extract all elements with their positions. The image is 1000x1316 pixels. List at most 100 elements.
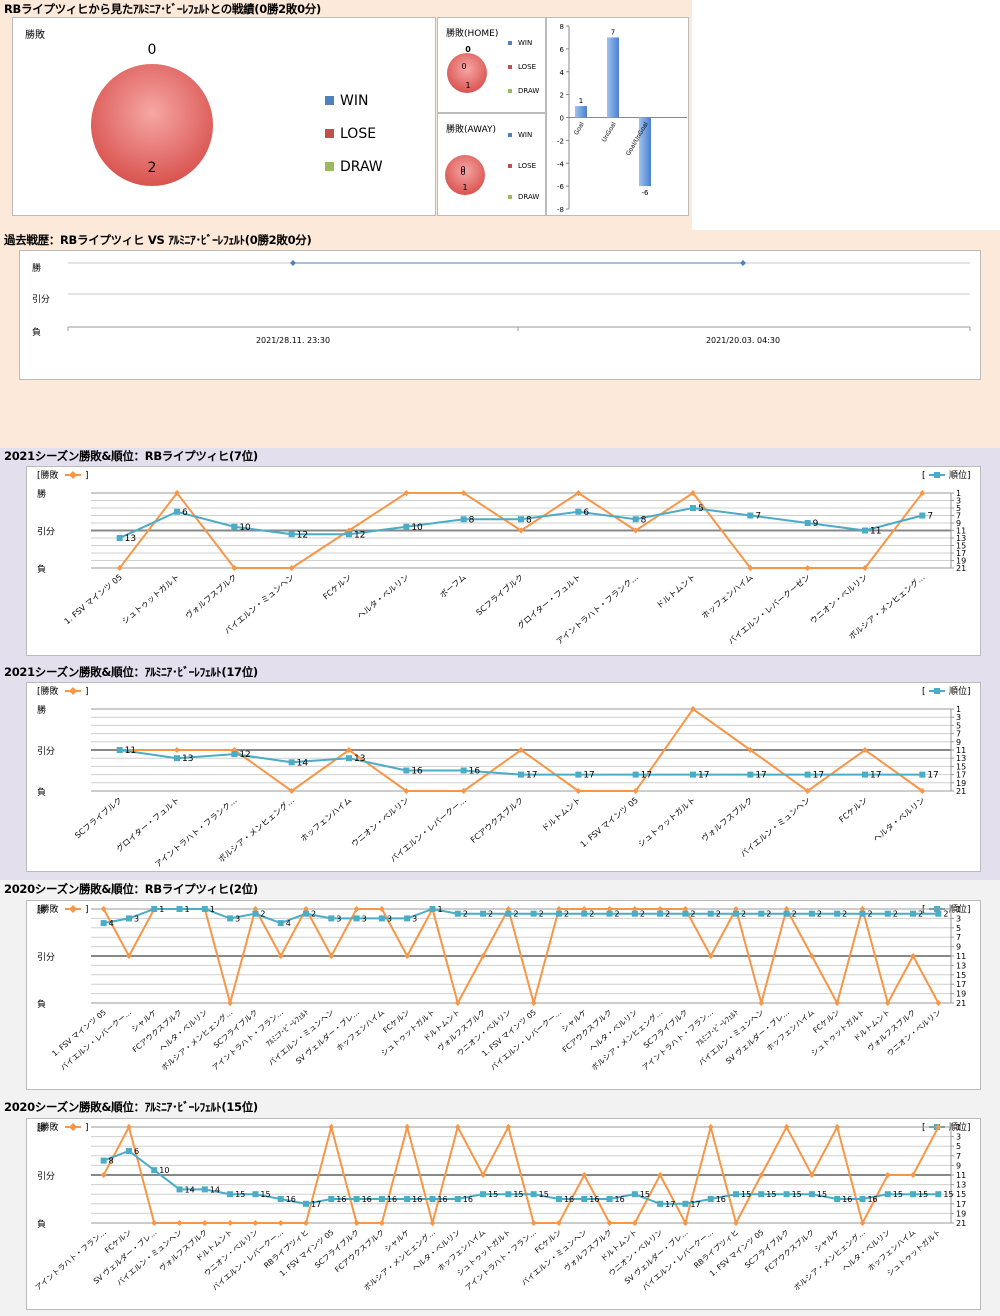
rank-point (460, 516, 467, 523)
rank-point (346, 531, 352, 538)
bar-data-label: 1 (579, 97, 583, 105)
result-point (125, 1124, 132, 1130)
rank-point (176, 1186, 183, 1193)
rank-data-label: 16 (387, 1195, 397, 1204)
x-tick-label: ホッフェンハイム (299, 796, 354, 844)
rank-data-label: 15 (539, 1190, 549, 1199)
rank-point (403, 523, 410, 530)
x-tick-label: ウニオン・ベルリン (350, 796, 411, 849)
result-point (227, 1220, 234, 1226)
result-point (403, 490, 410, 496)
rank-data-label: 17 (698, 771, 709, 781)
y2-tick-label: 21 (956, 564, 966, 573)
rank-point (747, 512, 754, 519)
result-point (804, 788, 811, 794)
rank-point (454, 910, 461, 917)
rank-point (783, 910, 790, 917)
y2-tick-label: 17 (956, 771, 966, 780)
rank-point (884, 910, 891, 917)
result-point (834, 1000, 841, 1006)
result-point (783, 1124, 790, 1130)
rank-point (328, 1196, 335, 1202)
result-point (404, 1124, 411, 1130)
result-point (935, 1124, 942, 1130)
y2-tick-label: 9 (956, 1161, 961, 1170)
rank-data-label: 13 (182, 754, 193, 764)
rank-data-label: 17 (870, 771, 881, 781)
x-tick-label: UnGoal (601, 121, 618, 144)
rank-data-label: 2 (943, 910, 948, 919)
y2-tick-label: 19 (956, 779, 966, 788)
rank-data-label: 8 (526, 515, 532, 525)
section-overall-record: RBライプツィヒから見たｱﾙﾐﾆｱ･ﾋﾞｰﾚﾌｪﾙﾄとの戦績(0勝2敗0分) 勝… (0, 0, 692, 230)
result-point (518, 527, 524, 534)
rank-data-label: 15 (741, 1190, 751, 1199)
rank-point (804, 520, 811, 526)
rank-data-label: 15 (918, 1190, 928, 1199)
result-point (303, 906, 309, 912)
y-tick-label: 引分 (32, 294, 50, 305)
rank-data-label: 17 (690, 1200, 700, 1209)
main-pie-chart: 0 2 WIN LOSE DRAW (91, 42, 383, 186)
legend-left-marker (69, 471, 77, 479)
y2-tick-label: 5 (956, 504, 961, 513)
rank-point (378, 915, 385, 922)
y-tick-label: 8 (560, 23, 564, 31)
rank-point (100, 920, 107, 927)
rank-point (707, 1196, 714, 1202)
y2-tick-label: 21 (956, 787, 966, 796)
legend-label-draw: DRAW (340, 159, 383, 175)
result-point (884, 1000, 891, 1006)
rank-point (657, 1200, 664, 1207)
result-point (606, 1220, 613, 1226)
legend-left-marker (69, 905, 77, 913)
result-point (346, 747, 352, 753)
rank-point (231, 523, 238, 530)
rank-point (834, 1196, 841, 1202)
legend-left-open: [勝敗 (37, 469, 59, 481)
result-point (378, 906, 385, 912)
rank-point (252, 910, 259, 917)
rank-data-label: 2 (792, 910, 797, 919)
rank-point (910, 1191, 917, 1198)
y2-tick-label: 11 (956, 1171, 966, 1180)
rank-data-label: 15 (893, 1190, 903, 1199)
rank-data-label: 15 (766, 1190, 776, 1199)
legend-right-label: 順位] (949, 685, 971, 697)
rank-point (834, 910, 841, 917)
section-overall-title: RBライプツィヒから見たｱﾙﾐﾆｱ･ﾋﾞｰﾚﾌｪﾙﾄとの戦績(0勝2敗0分) (4, 2, 321, 16)
rank-point (505, 1191, 512, 1198)
rank-data-label: 16 (336, 1195, 346, 1204)
rank-data-label: 15 (488, 1190, 498, 1199)
result-point (575, 490, 582, 496)
rank-point (429, 1196, 436, 1202)
rank-point (859, 1196, 866, 1202)
rank-data-label: 16 (362, 1195, 372, 1204)
rank-point (174, 508, 180, 515)
away-pie-panel: 勝敗(AWAY) 0 0 1 WIN LOSE DRAW (437, 113, 546, 216)
rank-data-label: 3 (387, 914, 392, 923)
x-tick-label: ドルトムント (655, 573, 698, 611)
x-tick-label: FCアウクスブルク (468, 795, 525, 845)
y-tick-label: 勝 (37, 1122, 46, 1134)
result-point (808, 1172, 815, 1178)
y-tick-label: 2 (560, 92, 564, 100)
rank-series-line (103, 907, 939, 925)
rank-data-label: 7 (927, 512, 933, 522)
legend-left-marker (69, 1123, 77, 1131)
main-pie-panel: 勝敗 0 2 WIN LOSE DRAW (12, 17, 436, 216)
rank-data-label: 2 (539, 910, 544, 919)
main-pie-label: 勝敗 (25, 30, 45, 41)
y-tick-label: 負 (37, 998, 46, 1010)
rank-point (518, 771, 524, 778)
legend-label-win: WIN (518, 39, 532, 47)
x-tick-label: ヴォルフスブルク (183, 572, 238, 621)
y2-tick-label: 11 (956, 527, 966, 536)
rank-data-label: 15 (260, 1190, 270, 1199)
rank-data-label: 2 (589, 910, 594, 919)
x-tick-label: SCフライブルク (73, 795, 124, 840)
y2-tick-label: 1 (956, 705, 961, 714)
rank-data-label: 2 (893, 910, 898, 919)
rank-data-label: 5 (698, 504, 704, 514)
result-point (707, 1124, 714, 1130)
